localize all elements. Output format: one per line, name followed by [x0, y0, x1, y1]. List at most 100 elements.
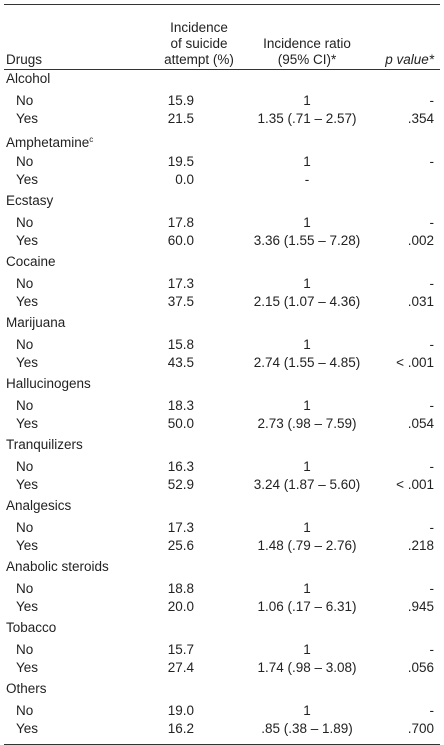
incidence-value: 43.5 [167, 355, 194, 370]
p-value: .700 [407, 721, 434, 736]
p-value: .056 [407, 660, 434, 675]
drug-title-row: Alcohol [4, 70, 440, 88]
drug-name-text: Marijuana [6, 315, 66, 330]
incidence-value: 37.5 [167, 294, 194, 309]
incidence-value: 16.3 [167, 459, 194, 474]
drug-name: Marijuana [6, 314, 65, 332]
drug-name: Tobacco [6, 619, 56, 637]
ratio-value: - [304, 172, 310, 187]
p-value: < .001 [396, 477, 434, 492]
ratio-value: 1.35 (.71 – 2.57) [257, 111, 357, 126]
incidence-value: 19.5 [167, 154, 194, 169]
p-value: - [429, 215, 435, 230]
drug-group: Tobacco No 15.7 1 - Yes 27.4 1.74 (.98 – 3.08).… [4, 619, 440, 680]
drug-name: Cocaine [6, 253, 56, 271]
table-row: Yes 27.4 1.74 (.98 – 3.08) .056 [4, 659, 440, 677]
table-body: Alcohol No 15.9 1 - Yes 21.5 1.35 (.71 – 2.57).… [4, 70, 440, 741]
pvalue-header-label: p value* [385, 52, 434, 67]
table-row: No 18.3 1 - [4, 397, 440, 415]
drug-name-text: Alcohol [6, 71, 51, 86]
level-label: Yes [16, 538, 39, 553]
level-label: Yes [16, 355, 39, 370]
drug-name: Analgesics [6, 497, 71, 515]
drug-title-row: Cocaine [4, 253, 440, 271]
level-label: No [16, 398, 34, 413]
incidence-value: 50.0 [167, 416, 194, 431]
header-rule [4, 69, 440, 70]
ratio-value: 1 [303, 337, 311, 352]
drug-group: Hallucinogens No 18.3 1 - Yes 50.0 2.73 (.98 – … [4, 375, 440, 436]
table-row: No 19.0 1 - [4, 702, 440, 720]
ratio-value: 1 [303, 215, 311, 230]
incidence-value: 27.4 [167, 660, 194, 675]
table-row: No 17.3 1 - [4, 519, 440, 537]
ratio-value: 3.36 (1.55 – 7.28) [253, 233, 361, 248]
drug-name: Tranquilizers [6, 436, 83, 454]
p-value: - [429, 520, 435, 535]
ratio-value: 1 [303, 703, 311, 718]
drug-group: Amphetaminec No 19.5 1 - Yes 0.0 - [4, 131, 440, 192]
table-row: Yes 60.0 3.36 (1.55 – 7.28) .002 [4, 232, 440, 250]
level-label: Yes [16, 599, 39, 614]
p-value: .002 [407, 233, 434, 248]
drug-title-row: Hallucinogens [4, 375, 440, 393]
table-row: Yes 43.5 2.74 (1.55 – 4.85) < .001 [4, 354, 440, 372]
level-label: No [16, 459, 34, 474]
table-row: Yes 37.5 2.15 (1.07 – 4.36) .031 [4, 293, 440, 311]
drug-name-text: Ecstasy [6, 193, 54, 208]
table-row: Yes 21.5 1.35 (.71 – 2.57) .354 [4, 110, 440, 128]
p-value: - [429, 93, 435, 108]
ratio-header-line-1: Incidence ratio [263, 36, 351, 51]
ratio-value: 1.06 (.17 – 6.31) [257, 599, 357, 614]
table-row: Yes 0.0 - [4, 171, 440, 189]
incidence-value: 15.9 [167, 93, 194, 108]
drug-name-text: Amphetamine [6, 135, 90, 150]
drug-group: Tranquilizers No 16.3 1 - Yes 52.9 3.24 (1.87 –… [4, 436, 440, 497]
ratio-value: 1.48 (.79 – 2.76) [257, 538, 357, 553]
level-label: No [16, 154, 34, 169]
level-label: Yes [16, 233, 39, 248]
ratio-value: 2.74 (1.55 – 4.85) [253, 355, 361, 370]
p-value: < .001 [396, 355, 434, 370]
ratio-value: 1.74 (.98 – 3.08) [257, 660, 357, 675]
p-value: - [429, 459, 435, 474]
incidence-value: 17.3 [167, 276, 194, 291]
incidence-value: 17.8 [167, 215, 194, 230]
level-label: Yes [16, 477, 39, 492]
level-label: No [16, 520, 34, 535]
ratio-value: 1 [303, 398, 311, 413]
footnote-marker: c [89, 135, 94, 144]
ratio-value: 1 [303, 642, 311, 657]
drug-group: Cocaine No 17.3 1 - Yes 37.5 2.15 (1.07 – 4.36)… [4, 253, 440, 314]
level-label: No [16, 703, 34, 718]
table-row: Yes 20.0 1.06 (.17 – 6.31) .945 [4, 598, 440, 616]
drug-name: Others [6, 680, 47, 698]
level-label: Yes [16, 660, 39, 675]
drug-group: Others No 19.0 1 - Yes 16.2 .85 (.38 – 1.89) .70… [4, 680, 440, 741]
level-label: No [16, 215, 34, 230]
incidence-value: 19.0 [167, 703, 194, 718]
ratio-value: 2.15 (1.07 – 4.36) [253, 294, 361, 309]
incidence-value: 15.8 [167, 337, 194, 352]
table-row: No 18.8 1 - [4, 580, 440, 598]
level-label: No [16, 642, 34, 657]
drug-name-text: Tranquilizers [6, 437, 83, 452]
drug-name-text: Others [6, 681, 47, 696]
drug-title-row: Anabolic steroids [4, 558, 440, 576]
p-value: - [429, 276, 435, 291]
drug-group: Anabolic steroids No 18.8 1 - Yes 20.0 1.06 (.1… [4, 558, 440, 619]
incidence-value: 18.8 [167, 581, 194, 596]
drug-title-row: Marijuana [4, 314, 440, 332]
ratio-value: 2.73 (.98 – 7.59) [257, 416, 357, 431]
table-row: No 17.3 1 - [4, 275, 440, 293]
pvalue-column-header: p value* [385, 52, 434, 68]
table-row: Yes 16.2 .85 (.38 – 1.89) .700 [4, 720, 440, 738]
incidence-value: 52.9 [167, 477, 194, 492]
drugs-column-header: Drugs [6, 52, 43, 67]
incidence-value: 16.2 [167, 721, 194, 736]
incidence-header-line-1: Incidence [170, 20, 228, 35]
incidence-value: 20.0 [167, 599, 194, 614]
drug-name: Anabolic steroids [6, 558, 109, 576]
ratio-value: 1 [303, 581, 311, 596]
ratio-column-header: Incidence ratio (95% CI)* [242, 36, 372, 68]
